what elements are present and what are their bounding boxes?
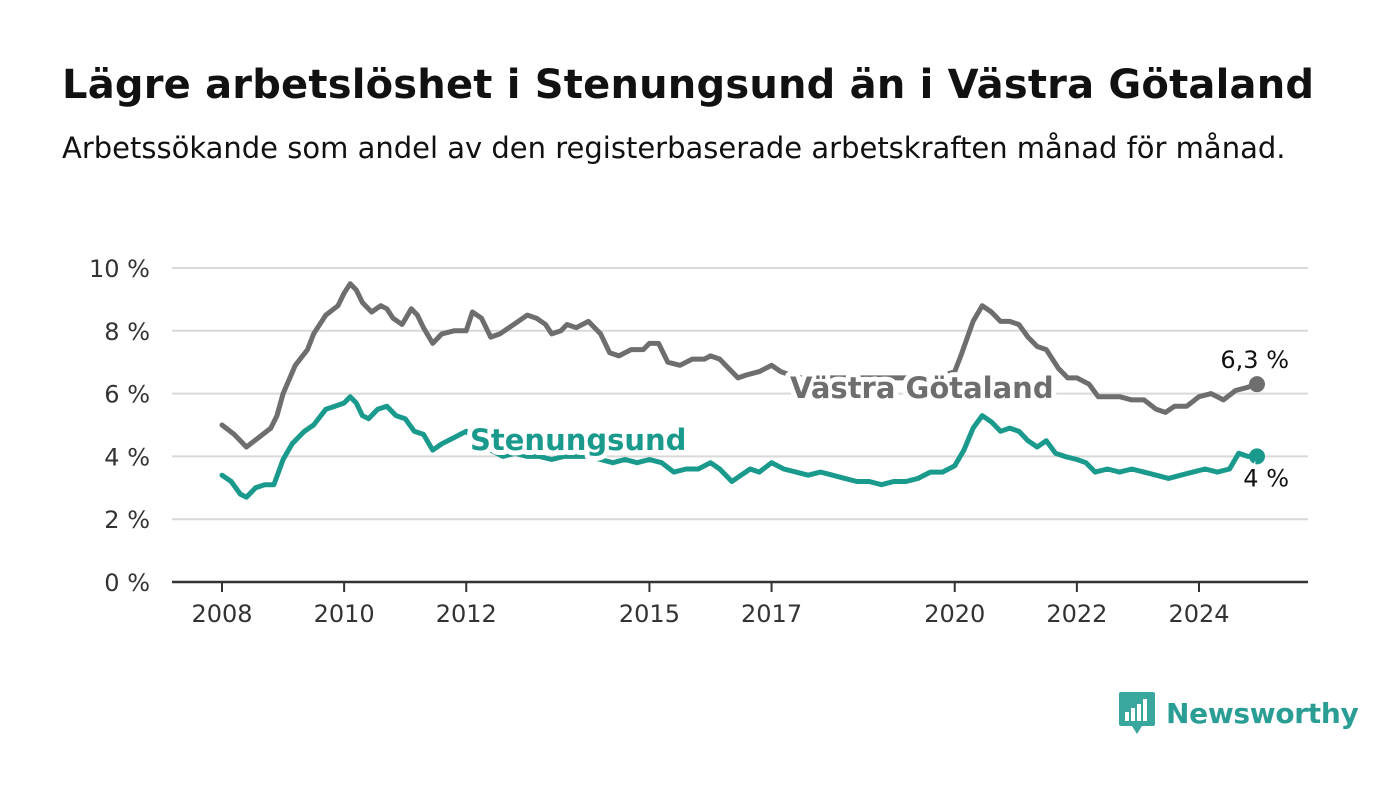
- chart-title: Lägre arbetslöshet i Stenungsund än i Vä…: [62, 62, 1315, 108]
- x-tick-label: 2010: [314, 600, 375, 628]
- x-tick-label: 2020: [924, 600, 985, 628]
- y-tick-label: 4 %: [104, 443, 150, 471]
- x-tick-label: 2012: [436, 600, 497, 628]
- x-tick-label: 2024: [1168, 600, 1229, 628]
- bar-chart-speech-bubble-icon: [1119, 692, 1155, 734]
- series-label: Västra Götaland: [790, 371, 1054, 405]
- series-end-point: [1249, 448, 1265, 465]
- newsworthy-logo: Newsworthy: [1118, 690, 1359, 736]
- x-tick-label: 2022: [1046, 600, 1107, 628]
- x-tick-label: 2017: [741, 600, 802, 628]
- chart-subtitle: Arbetssökande som andel av den registerb…: [62, 131, 1286, 165]
- logo-text: Newsworthy: [1166, 696, 1359, 730]
- series-line-vastra-gotaland: [219, 281, 1260, 450]
- x-tick-label: 2015: [619, 600, 680, 628]
- y-tick-label: 8 %: [104, 318, 150, 346]
- x-tick-label: 2008: [191, 600, 252, 628]
- y-tick-label: 10 %: [89, 255, 150, 283]
- series-end-point: [1249, 376, 1265, 393]
- y-tick-label: 6 %: [104, 381, 150, 409]
- series-line-stenungsund: [219, 394, 1260, 500]
- series-label: Stenungsund: [470, 423, 686, 457]
- y-tick-label: 0 %: [104, 569, 150, 597]
- series-end-label: 6,3 %: [1220, 346, 1289, 374]
- series-end-label: 4 %: [1243, 464, 1289, 492]
- y-tick-label: 2 %: [104, 506, 150, 534]
- line-chart: 0 % 2 % 4 % 6 % 8 % 10 % 2008 2010 2012 2015 2017 2…: [89, 255, 1308, 628]
